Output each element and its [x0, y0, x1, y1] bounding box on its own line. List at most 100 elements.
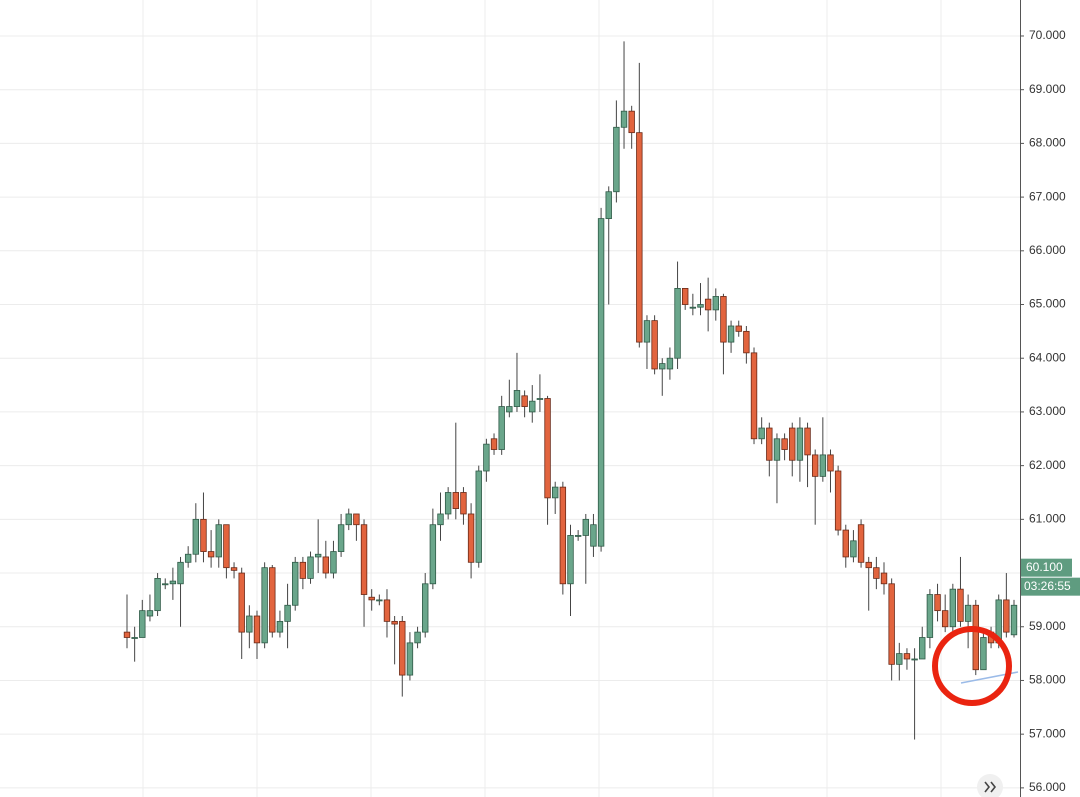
candle-body — [643, 320, 651, 343]
candle-body — [857, 524, 865, 563]
candle-body — [307, 556, 314, 579]
candle-body — [888, 583, 895, 665]
candle-body — [796, 427, 804, 461]
candle-body — [444, 492, 452, 515]
candle-body — [536, 398, 544, 400]
candle-body — [659, 363, 666, 370]
candle-body — [200, 518, 207, 552]
candle-body — [758, 427, 765, 440]
candle-body — [949, 588, 957, 628]
y-tick-label: 68.000 — [1029, 136, 1066, 150]
candle-body — [498, 406, 505, 450]
candle-body — [590, 524, 597, 547]
last-price-label: 60.100 — [1026, 560, 1063, 574]
candle-body — [299, 561, 307, 579]
last-price-box — [1021, 558, 1072, 577]
candle-body — [429, 524, 437, 585]
y-tick-label: 64.000 — [1029, 350, 1066, 364]
y-tick-label: 66.000 — [1029, 243, 1066, 257]
countdown-box — [1021, 577, 1080, 596]
candle-body — [223, 524, 230, 569]
candle-body — [819, 454, 827, 477]
candle-body — [980, 637, 987, 671]
candle-body — [246, 615, 253, 633]
y-tick-label: 57.000 — [1029, 726, 1066, 740]
candle-body — [964, 604, 972, 622]
candle-body — [253, 615, 261, 644]
candle-body — [521, 395, 528, 407]
candle-body — [292, 561, 299, 606]
y-tick-label: 67.000 — [1029, 189, 1066, 203]
candle-body — [376, 599, 383, 602]
candle-body — [766, 427, 773, 461]
candle-body — [827, 454, 834, 472]
candle-body — [704, 298, 712, 311]
candle-body — [574, 535, 582, 537]
y-tick-label: 69.000 — [1029, 82, 1066, 96]
candle-body — [1010, 604, 1018, 636]
candle-body — [337, 524, 345, 552]
candle-body — [750, 352, 758, 440]
scroll-button[interactable] — [977, 774, 1003, 797]
candle-body — [230, 567, 238, 571]
candle-body — [842, 529, 849, 558]
candle-body — [689, 306, 697, 309]
candle-body — [789, 427, 796, 461]
candle-body — [727, 325, 735, 343]
candle-body — [169, 580, 177, 585]
candle-body — [353, 513, 360, 526]
candle-body — [941, 610, 949, 628]
candle-body — [720, 296, 727, 343]
candle-body — [544, 398, 551, 499]
candle-body — [552, 486, 559, 499]
candle-body — [261, 567, 268, 644]
candle-body — [467, 513, 475, 563]
candle-body — [139, 610, 146, 638]
candle-body — [154, 578, 161, 612]
candle-body — [620, 110, 628, 128]
candle-body — [567, 535, 574, 585]
candle-body — [697, 304, 704, 308]
candle-body — [368, 596, 375, 601]
candle-body — [666, 357, 674, 370]
candle-body — [391, 620, 398, 625]
candle-body — [490, 438, 498, 450]
candle-body — [781, 438, 788, 450]
candle-body — [452, 492, 460, 509]
candle-body — [314, 553, 322, 558]
candle-body — [957, 588, 964, 622]
candle-body — [934, 594, 941, 612]
candle-body — [414, 631, 421, 644]
candle-body — [919, 637, 926, 660]
candle-body — [681, 288, 689, 305]
candle-body — [636, 132, 643, 343]
candle-body — [880, 572, 888, 585]
candle-body — [735, 325, 742, 332]
candle-body — [360, 524, 368, 595]
candle-body — [628, 110, 635, 134]
candle-body — [597, 218, 605, 547]
candle-body — [865, 561, 872, 569]
candle-body — [605, 191, 612, 219]
candle-body — [345, 513, 352, 526]
candle-body — [513, 390, 521, 407]
y-tick-label: 56.000 — [1029, 780, 1066, 794]
candle-body — [926, 594, 934, 638]
candle-body — [773, 438, 781, 461]
candle-body — [162, 583, 169, 586]
candle-body — [269, 567, 276, 633]
candle-body — [276, 620, 284, 633]
candle-body — [437, 513, 444, 526]
candle-body — [559, 486, 567, 585]
candle-body — [651, 320, 658, 370]
candle-body — [238, 572, 245, 633]
candle-body — [383, 599, 391, 622]
candle-body — [123, 631, 131, 638]
candle-body — [284, 604, 291, 622]
candle-body — [192, 518, 200, 555]
candle-body — [613, 126, 620, 193]
candle-body — [506, 406, 513, 413]
candle-body — [582, 518, 589, 536]
candle-body — [322, 556, 330, 574]
